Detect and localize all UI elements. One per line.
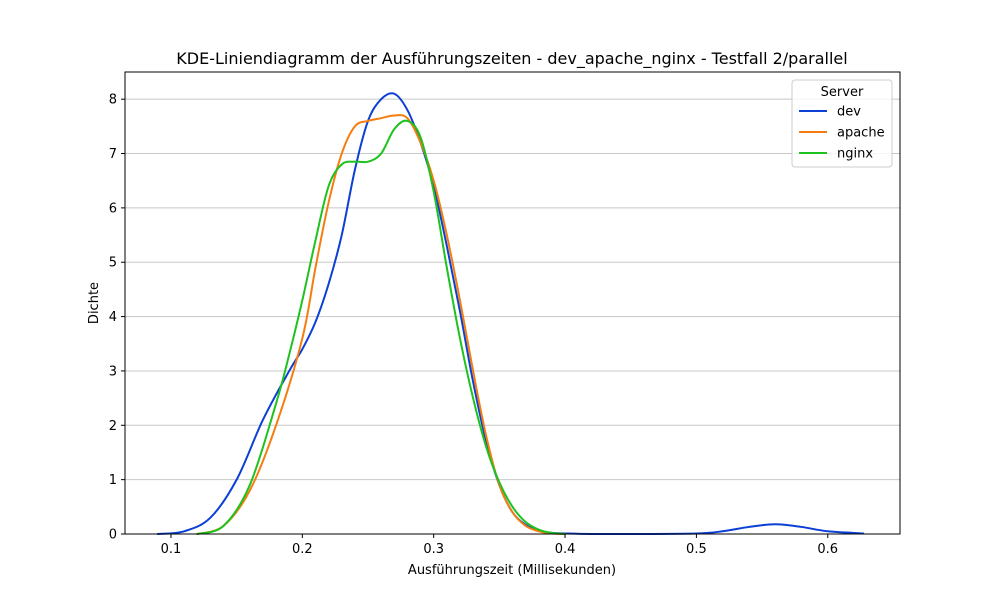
y-tick-label: 2 bbox=[109, 419, 117, 434]
y-axis: 0 1 2 3 4 5 6 7 8 bbox=[109, 93, 125, 543]
legend: Server dev apache nginx bbox=[791, 79, 893, 168]
x-tick-label: 0.1 bbox=[161, 542, 182, 557]
legend-title: Server bbox=[821, 85, 864, 100]
x-tick-label: 0.6 bbox=[817, 542, 838, 557]
series-line-apache bbox=[196, 114, 567, 535]
legend-label-apache: apache bbox=[837, 126, 885, 141]
plot-frame bbox=[124, 71, 901, 535]
y-tick-label: 4 bbox=[109, 310, 117, 325]
chart-title: KDE-Liniendiagramm der Ausführungszeiten… bbox=[176, 49, 847, 69]
x-tick-label: 0.2 bbox=[292, 542, 313, 557]
y-tick-label: 6 bbox=[109, 201, 117, 216]
y-tick-label: 1 bbox=[109, 473, 117, 488]
y-axis-label: Dichte bbox=[87, 282, 102, 324]
x-tick-label: 0.4 bbox=[555, 542, 576, 557]
series-line-dev bbox=[156, 92, 865, 536]
y-tick-label: 8 bbox=[109, 93, 117, 108]
y-tick-label: 5 bbox=[109, 256, 117, 271]
legend-label-nginx: nginx bbox=[837, 147, 873, 162]
x-tick-label: 0.5 bbox=[686, 542, 707, 557]
x-axis-label: Ausführungszeit (Millisekunden) bbox=[408, 563, 616, 578]
legend-label-dev: dev bbox=[837, 105, 861, 120]
x-tick-label: 0.3 bbox=[423, 542, 444, 557]
x-axis: 0.1 0.2 0.3 0.4 0.5 0.6 bbox=[161, 534, 838, 557]
y-tick-label: 3 bbox=[109, 364, 117, 379]
y-tick-label: 7 bbox=[109, 147, 117, 162]
legend-box bbox=[791, 79, 893, 168]
y-tick-label: 0 bbox=[109, 528, 117, 543]
legend-items: dev apache nginx bbox=[799, 105, 885, 162]
series-line-nginx bbox=[196, 119, 567, 535]
series-lines bbox=[156, 92, 865, 536]
